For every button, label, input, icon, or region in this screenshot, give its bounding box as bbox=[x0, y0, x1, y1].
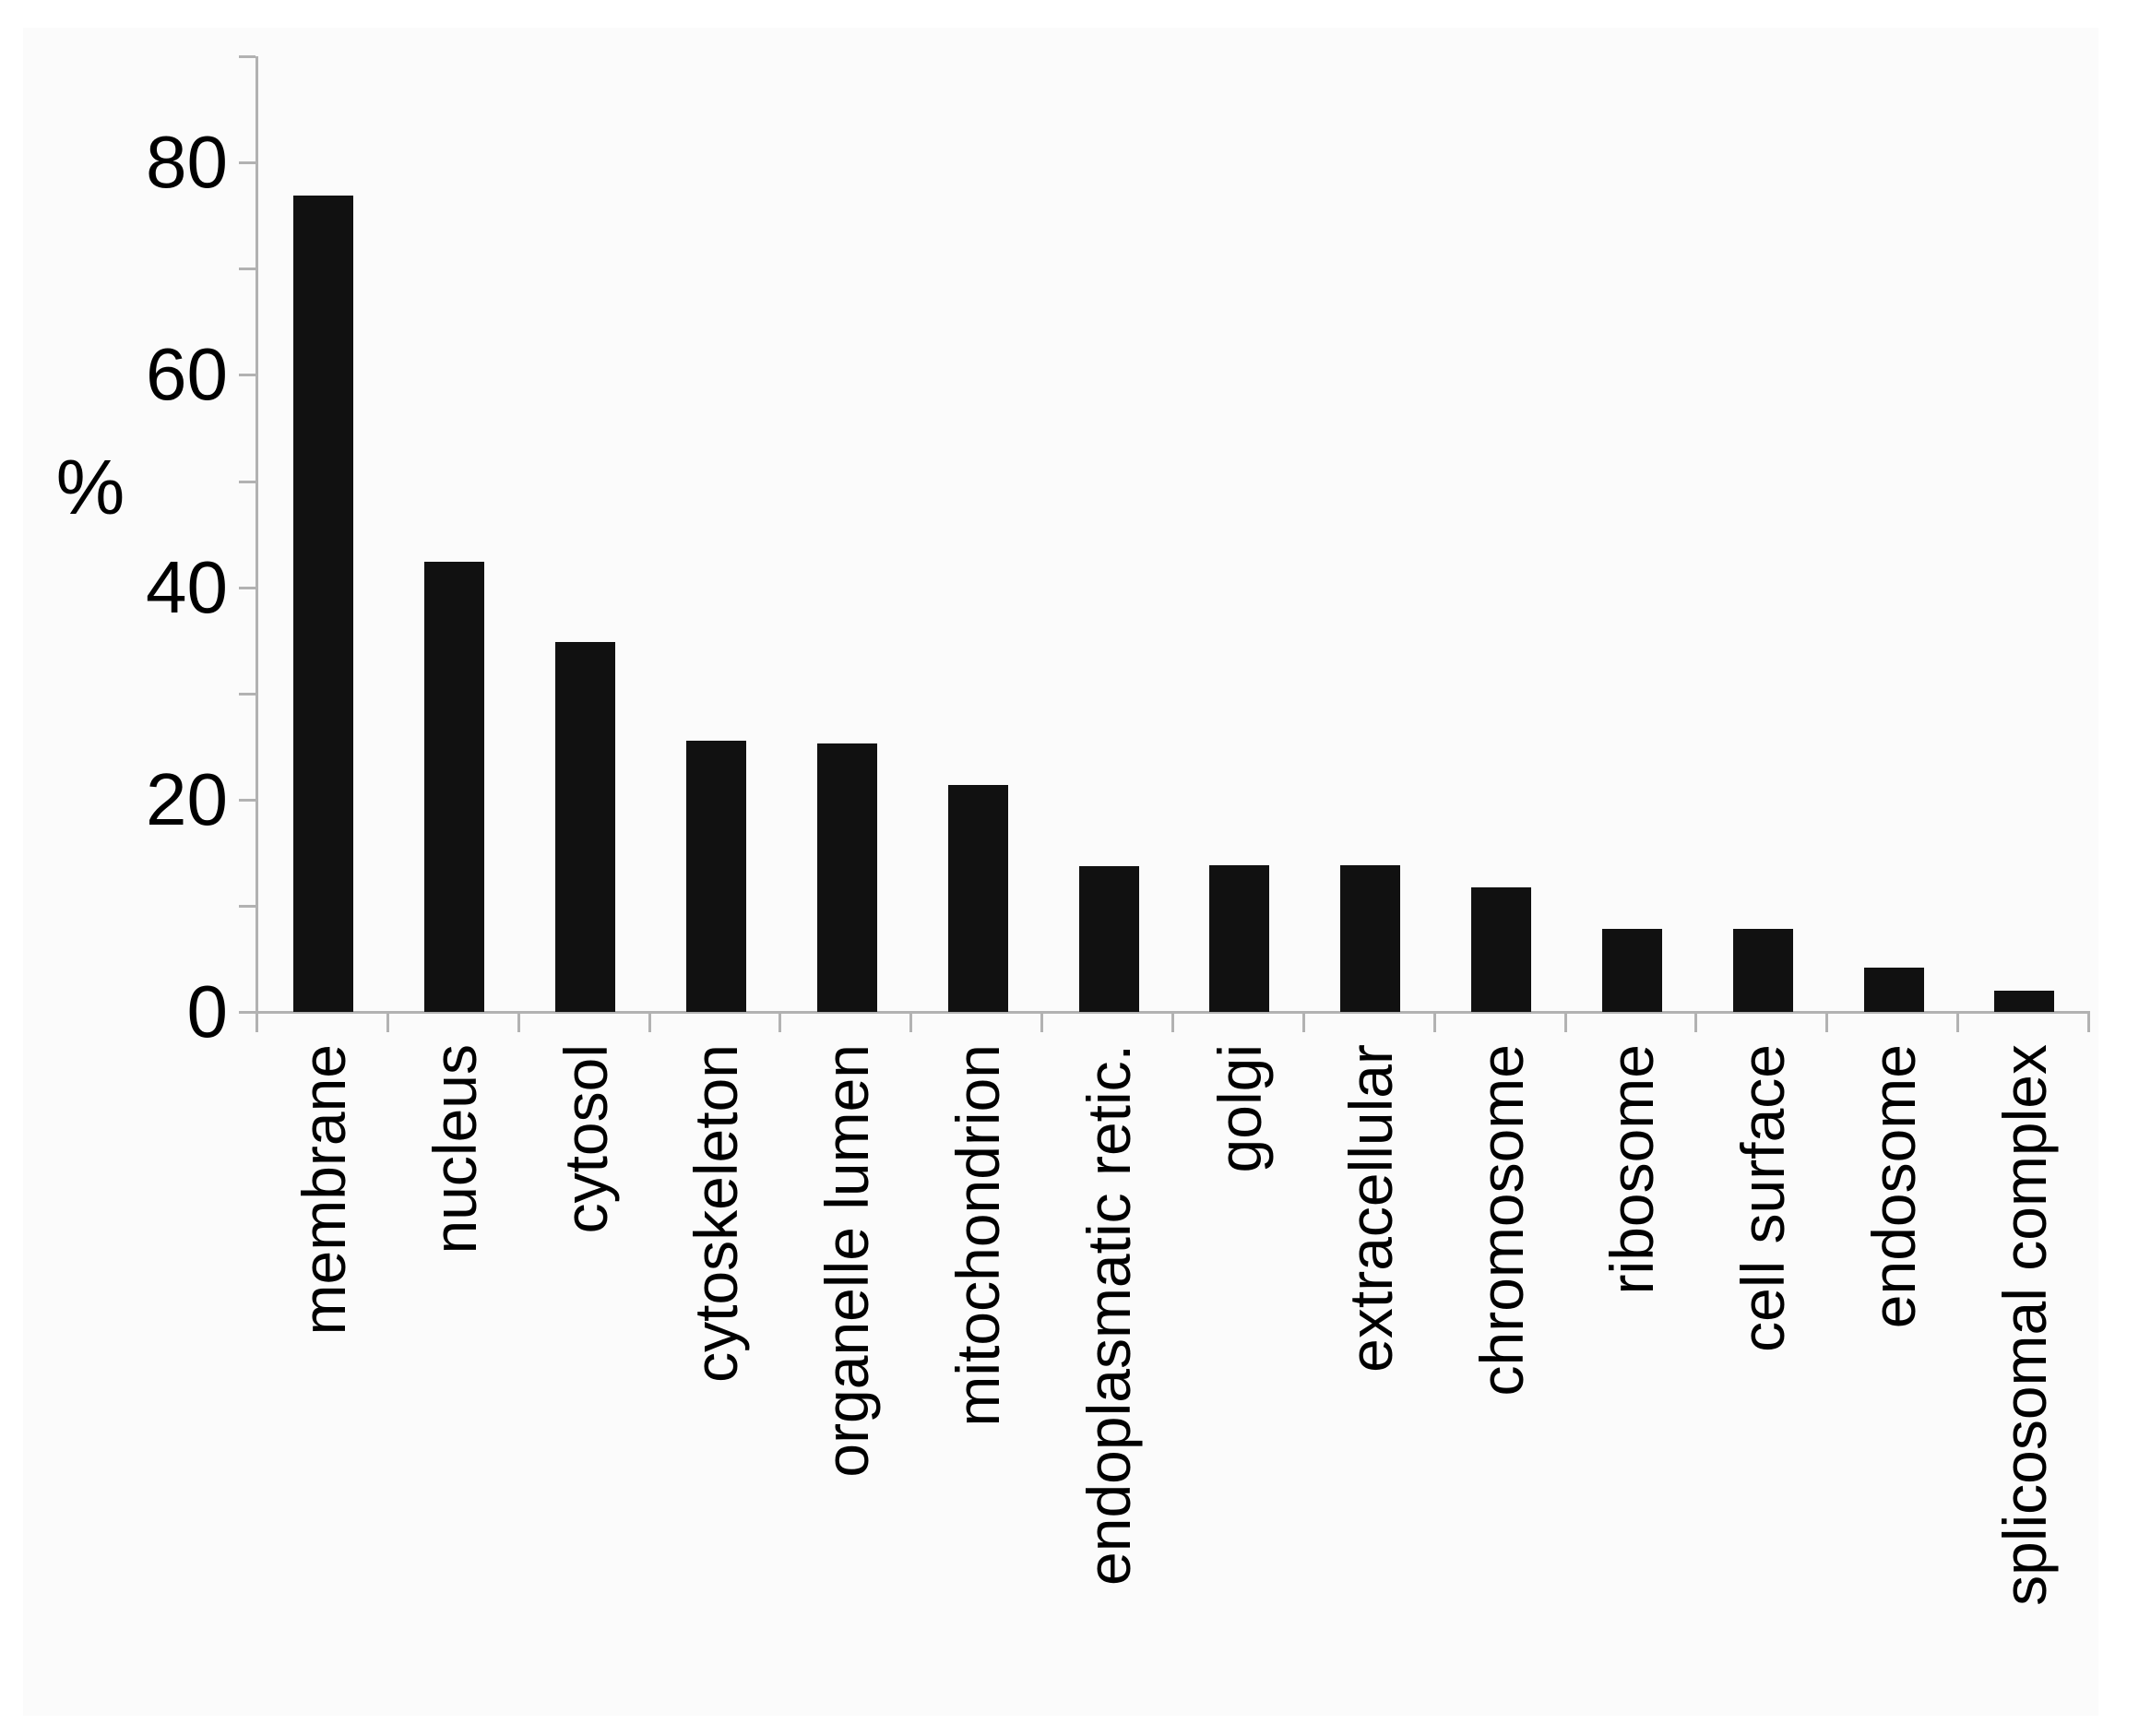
x-tick bbox=[1301, 1012, 1305, 1032]
y-major-tick bbox=[239, 374, 255, 377]
x-tick bbox=[1956, 1012, 1960, 1032]
y-minor-tick bbox=[239, 904, 255, 908]
category-label: golgi bbox=[1205, 1044, 1274, 1173]
figure-panel bbox=[23, 28, 2098, 1716]
bar bbox=[685, 741, 746, 1012]
y-minor-tick bbox=[239, 55, 255, 59]
y-tick-label: 80 bbox=[146, 121, 228, 204]
y-minor-tick bbox=[239, 692, 255, 696]
y-axis-title: % bbox=[55, 444, 125, 530]
x-tick bbox=[648, 1012, 651, 1032]
x-tick bbox=[1694, 1012, 1698, 1032]
category-label: endoplasmatic retic. bbox=[1075, 1044, 1144, 1586]
category-label: extracellular bbox=[1336, 1044, 1405, 1373]
y-major-tick bbox=[239, 161, 255, 165]
x-tick bbox=[255, 1012, 258, 1032]
x-tick bbox=[778, 1012, 782, 1032]
bar bbox=[1601, 929, 1662, 1012]
y-tick-label: 20 bbox=[146, 757, 228, 840]
y-tick-label: 60 bbox=[146, 333, 228, 416]
y-axis-line bbox=[255, 56, 258, 1015]
category-label: mitochondrion bbox=[944, 1044, 1013, 1427]
bar bbox=[1471, 887, 1532, 1012]
y-major-tick bbox=[239, 586, 255, 589]
y-minor-tick bbox=[239, 268, 255, 271]
category-label: endosome bbox=[1860, 1044, 1929, 1329]
bar bbox=[555, 642, 616, 1012]
category-label: nucleus bbox=[420, 1044, 489, 1254]
category-label: cytosol bbox=[551, 1044, 620, 1234]
y-major-tick bbox=[239, 1011, 255, 1014]
bar bbox=[947, 784, 1008, 1012]
bar bbox=[816, 743, 877, 1012]
x-tick bbox=[1040, 1012, 1044, 1032]
x-tick bbox=[1171, 1012, 1174, 1032]
category-label: organelle lumen bbox=[813, 1044, 882, 1478]
x-tick bbox=[386, 1012, 389, 1032]
bar bbox=[1078, 866, 1139, 1012]
bar bbox=[1340, 865, 1401, 1012]
y-minor-tick bbox=[239, 480, 255, 483]
bar bbox=[1209, 865, 1270, 1012]
x-tick bbox=[909, 1012, 913, 1032]
x-tick bbox=[2086, 1012, 2090, 1032]
bar bbox=[1863, 967, 1924, 1012]
x-tick bbox=[1563, 1012, 1567, 1032]
category-label: splicosomal complex bbox=[1990, 1044, 2059, 1606]
category-label: chromosome bbox=[1467, 1044, 1536, 1397]
x-tick bbox=[1432, 1012, 1436, 1032]
y-tick-label: 0 bbox=[186, 970, 229, 1052]
y-major-tick bbox=[239, 798, 255, 802]
bar bbox=[293, 195, 354, 1012]
x-tick bbox=[517, 1012, 520, 1032]
x-tick bbox=[1825, 1012, 1829, 1032]
category-label: cell surface bbox=[1729, 1044, 1798, 1352]
bar bbox=[424, 561, 485, 1012]
category-label: ribosome bbox=[1598, 1044, 1667, 1295]
category-label: membrane bbox=[289, 1044, 358, 1336]
bar bbox=[1732, 929, 1793, 1012]
y-tick-label: 40 bbox=[146, 545, 228, 628]
bar bbox=[1994, 990, 2055, 1012]
category-label: cytoskeleton bbox=[682, 1044, 751, 1383]
